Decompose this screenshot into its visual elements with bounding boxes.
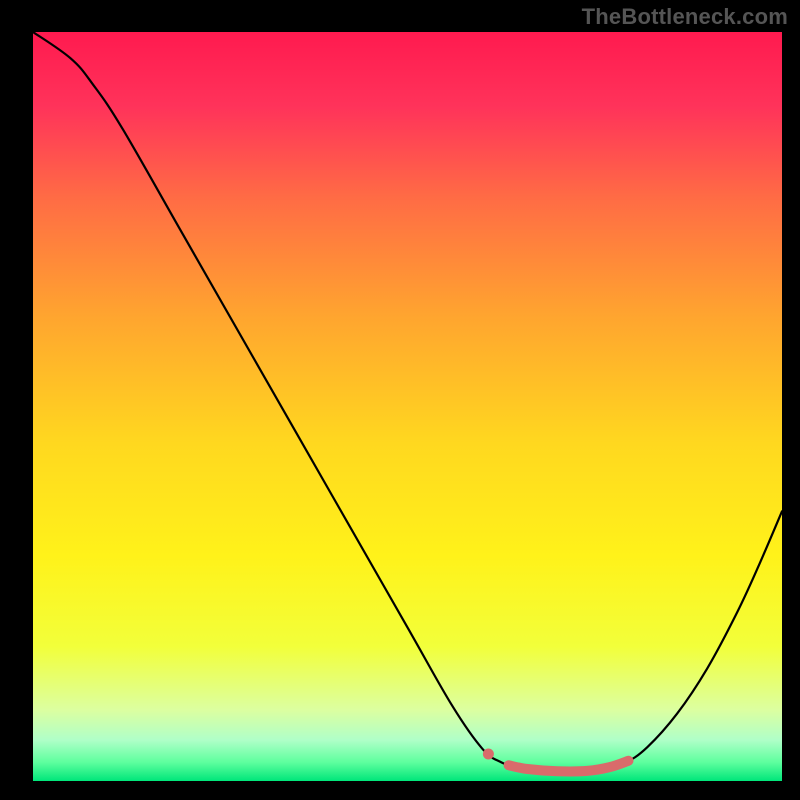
plot-svg: [33, 32, 782, 781]
highlight-dot: [483, 749, 494, 760]
chart-frame: TheBottleneck.com: [0, 0, 800, 800]
gradient-background: [33, 32, 782, 781]
attribution-label: TheBottleneck.com: [582, 4, 788, 30]
